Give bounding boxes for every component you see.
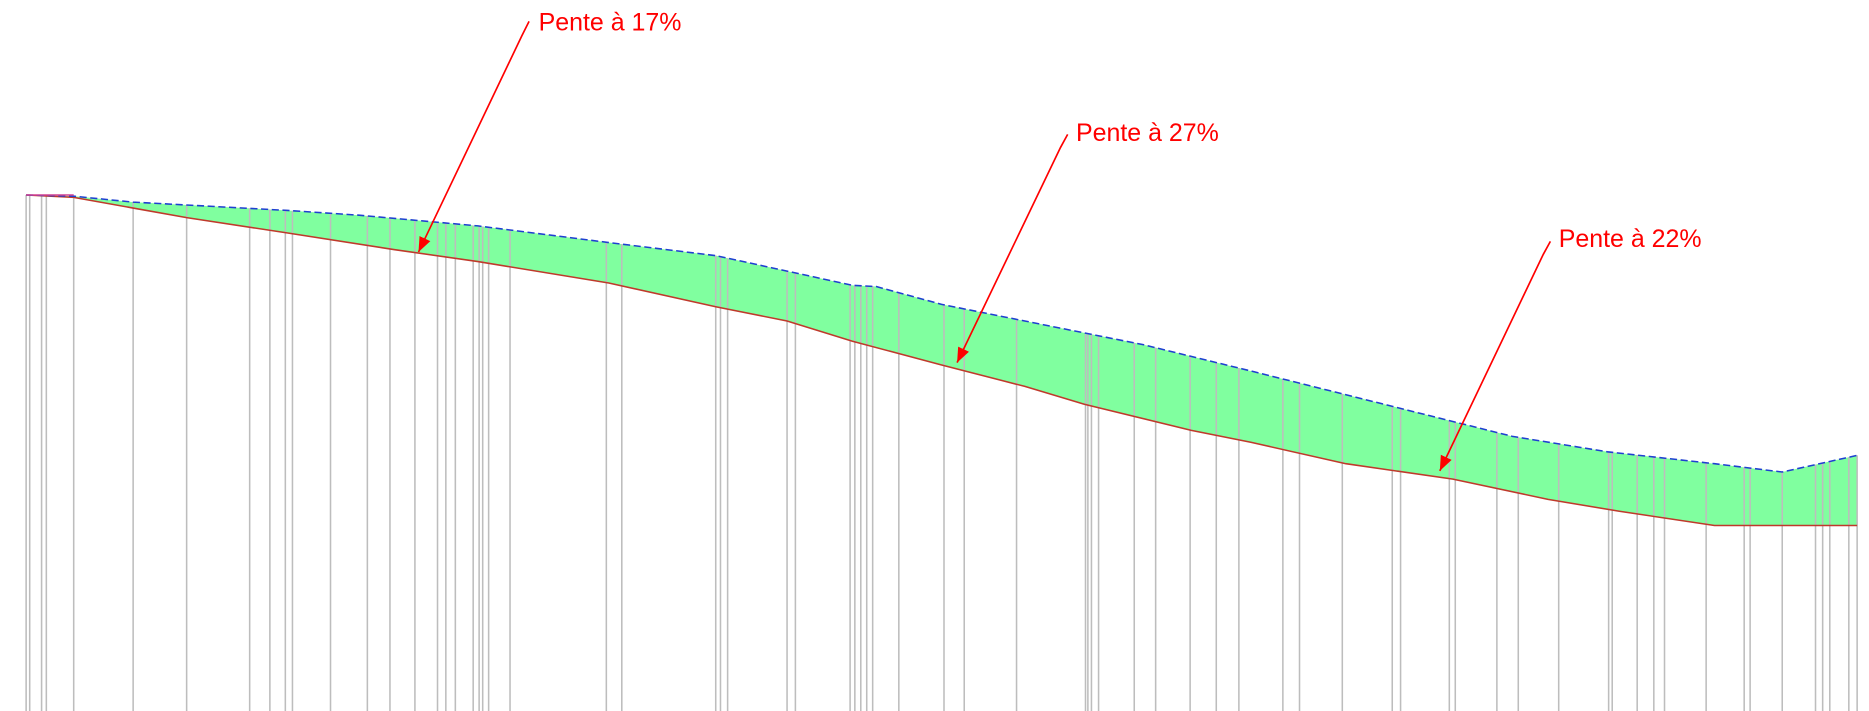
leader — [1439, 240, 1552, 472]
leader — [417, 21, 530, 253]
profile — [25, 194, 1858, 711]
ground-line — [26, 194, 1858, 527]
slope-label: Pente à 22% — [1559, 225, 1702, 253]
leader — [956, 133, 1069, 363]
annotation-leaders — [417, 21, 1552, 472]
slope-label: Pente à 27% — [1076, 119, 1219, 147]
slope-label: Pente à 17% — [539, 8, 682, 36]
design-line — [26, 194, 1858, 473]
fill-area — [26, 194, 1858, 526]
